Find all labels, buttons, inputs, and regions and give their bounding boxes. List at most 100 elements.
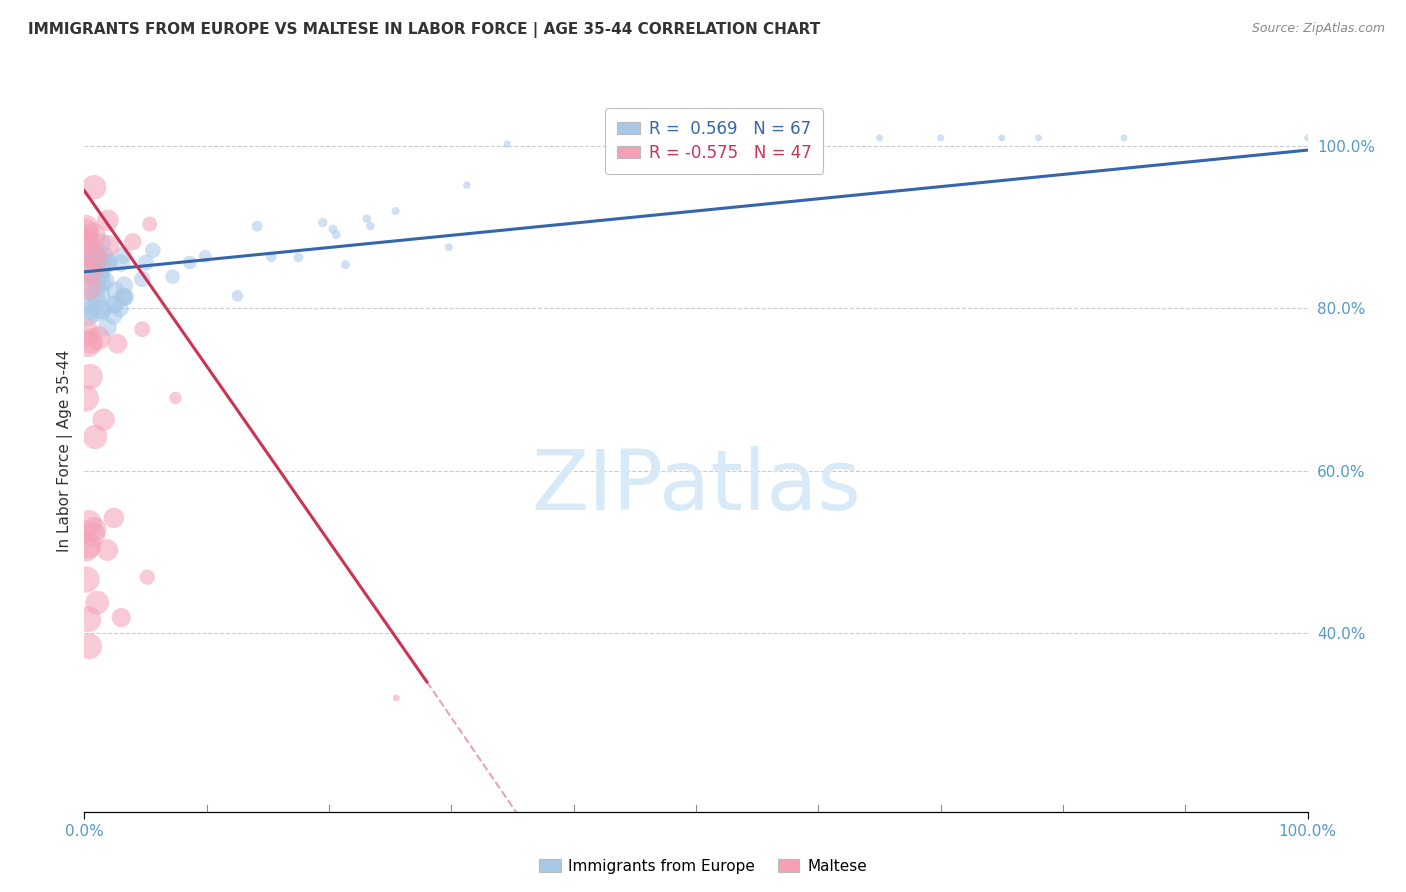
Point (929, 131, 952, 145)
Text: IMMIGRANTS FROM EUROPE VS MALTESE IN LABOR FORCE | AGE 35-44 CORRELATION CHART: IMMIGRANTS FROM EUROPE VS MALTESE IN LAB… (28, 22, 820, 38)
Point (385, 691, 408, 706)
Point (84, 253, 107, 268)
Point (84, 305, 107, 319)
Point (162, 269, 184, 284)
Point (93, 413, 115, 427)
Point (90, 302, 112, 317)
Point (84, 286, 107, 301)
Point (75, 392, 97, 406)
Point (84, 293, 107, 308)
Point (131, 272, 153, 286)
Point (77, 280, 100, 294)
Point (136, 570, 159, 584)
Point (93, 249, 115, 263)
Point (260, 250, 283, 264)
Point (77, 539, 100, 553)
Point (112, 248, 135, 262)
Point (110, 610, 132, 624)
Point (79, 640, 101, 654)
Point (104, 284, 127, 298)
Point (112, 289, 135, 303)
Point (322, 222, 344, 236)
Point (94, 274, 117, 288)
Point (131, 322, 153, 336)
Point (75, 221, 97, 235)
Point (287, 250, 309, 264)
Point (384, 204, 406, 219)
Point (179, 255, 201, 269)
Point (437, 240, 460, 254)
Point (90, 286, 112, 301)
Point (103, 309, 125, 323)
Point (77, 337, 100, 351)
Point (107, 336, 129, 351)
Point (991, 131, 1014, 145)
Point (75, 226, 97, 240)
Point (226, 289, 249, 303)
Point (869, 131, 891, 145)
Point (194, 249, 217, 263)
Point (97, 213, 120, 227)
Point (135, 255, 157, 269)
Point (89, 269, 111, 284)
Point (121, 235, 143, 249)
Point (86, 278, 108, 293)
Point (108, 301, 131, 316)
Point (80, 249, 103, 263)
Point (75, 326, 97, 340)
Point (96, 543, 118, 558)
Point (77, 516, 100, 530)
Y-axis label: In Labor Force | Age 35-44: In Labor Force | Age 35-44 (58, 350, 73, 551)
Legend: R =  0.569   N = 67, R = -0.575   N = 47: R = 0.569 N = 67, R = -0.575 N = 47 (606, 108, 823, 174)
Point (312, 216, 335, 230)
Point (112, 278, 135, 293)
Point (142, 244, 165, 258)
Point (103, 298, 125, 312)
Point (110, 256, 132, 270)
Point (79, 369, 101, 384)
Point (96, 320, 118, 334)
Point (94, 256, 117, 270)
Text: Source: ZipAtlas.com: Source: ZipAtlas.com (1251, 22, 1385, 36)
Point (75, 573, 97, 587)
Point (90, 255, 112, 269)
Point (83, 522, 105, 536)
Point (87, 245, 110, 260)
Point (496, 137, 519, 152)
Point (97, 255, 120, 269)
Point (75, 235, 97, 250)
Legend: Immigrants from Europe, Maltese: Immigrants from Europe, Maltese (533, 853, 873, 880)
Point (79, 265, 101, 279)
Point (103, 511, 125, 525)
Point (114, 290, 136, 304)
Point (83, 180, 105, 194)
Point (84, 430, 107, 444)
Point (82, 250, 104, 264)
Point (79, 334, 101, 348)
Point (82, 264, 104, 278)
Point (89, 262, 111, 277)
Point (75, 277, 97, 292)
Point (91, 302, 114, 317)
Point (75, 541, 97, 556)
Point (90, 235, 112, 250)
Point (86, 596, 108, 610)
Point (1114, 131, 1136, 145)
Point (82, 228, 104, 243)
Point (456, 178, 478, 192)
Point (79, 257, 101, 271)
Point (84, 272, 107, 286)
Point (83, 244, 105, 259)
Point (165, 391, 187, 405)
Point (77, 612, 100, 626)
Point (1028, 131, 1050, 145)
Point (97, 238, 120, 252)
Point (97, 256, 120, 270)
Point (90, 275, 112, 289)
Point (335, 258, 357, 272)
Point (87, 331, 110, 345)
Point (77, 309, 100, 323)
Point (747, 163, 769, 178)
Point (75, 234, 97, 248)
Point (79, 303, 101, 318)
